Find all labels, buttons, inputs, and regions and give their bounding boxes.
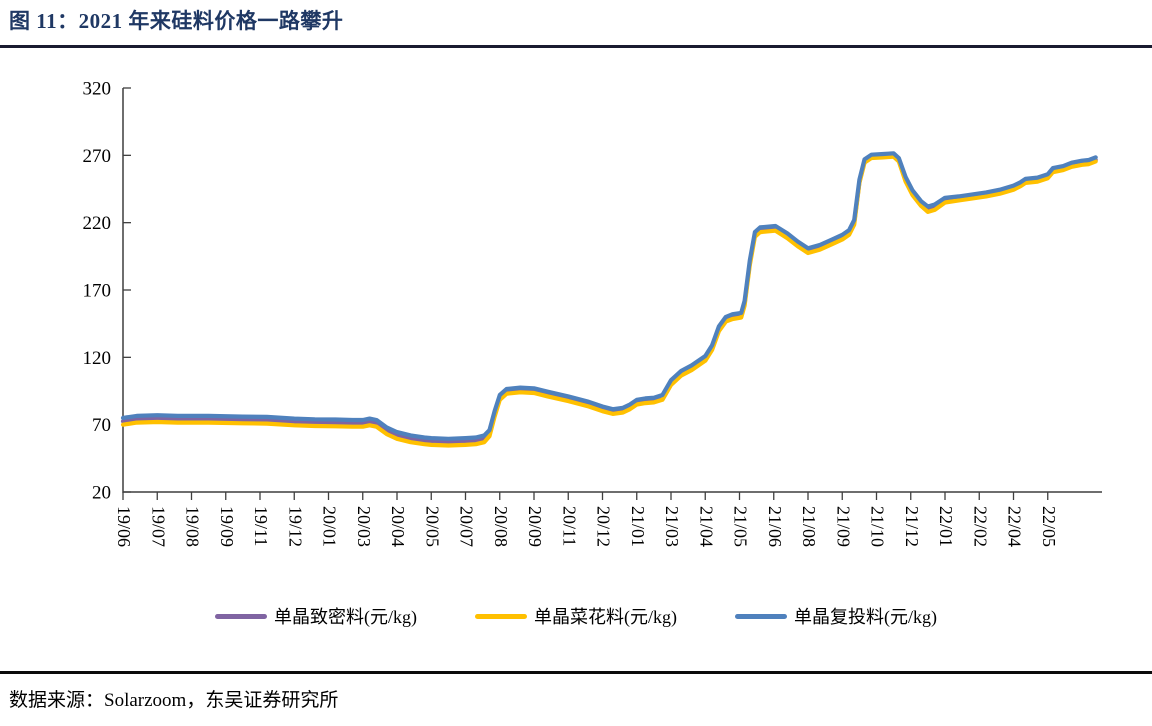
y-tick-label: 270 [83,146,112,167]
y-tick-label: 220 [83,213,112,234]
x-tick-label: 21/09 [833,506,853,547]
x-tick-label: 20/05 [422,506,442,547]
legend-swatch-chunk [735,613,787,619]
x-tick-label: 21/01 [628,506,648,547]
x-tick-label: 19/09 [217,506,237,547]
series-line-2 [120,151,1098,441]
data-source: 数据来源：Solarzoom，东吴证券研究所 [9,690,339,711]
x-tick-label: 19/08 [183,506,203,547]
x-tick-label: 20/07 [457,506,477,547]
figure-title: 图 11：2021 年来硅料价格一路攀升 [9,9,344,33]
axis-lines [122,88,1102,493]
x-tick-label: 20/08 [491,506,511,547]
x-tick-label: 22/05 [1039,506,1059,547]
x-tick-label: 21/08 [799,506,819,547]
footer-rule [0,671,1152,674]
y-tick-label: 120 [83,348,112,369]
x-tick-label: 22/04 [1005,506,1025,547]
price-line-chart: 20 70 120 170 220 270 320 19/06 19/07 19/08 19/09 1… [83,79,1102,547]
title-rule [0,45,1152,48]
y-tick-label: 320 [83,79,112,100]
legend-swatch-dense [215,613,267,619]
y-tick-label: 170 [83,281,112,302]
legend-label-chunk: 单晶复投料(元/kg) [794,607,937,627]
x-tick-label: 20/01 [320,506,340,547]
x-tick-label: 20/09 [525,506,545,547]
legend-label-cauliflower: 单晶菜花料(元/kg) [534,607,677,627]
legend-item-cauliflower: 单晶菜花料(元/kg) [475,603,677,629]
x-tick-label: 19/06 [114,506,134,547]
x-tick-label: 20/12 [594,506,614,547]
legend-swatch-cauliflower [475,613,527,619]
y-tick-label: 70 [92,415,111,436]
x-tick-label: 22/01 [936,506,956,547]
legend-item-dense: 单晶致密料(元/kg) [215,603,417,629]
x-tick-label: 20/04 [388,506,408,547]
x-tick-label: 19/11 [251,506,271,546]
x-tick-label: 21/03 [662,506,682,547]
x-tick-label: 21/05 [731,506,751,547]
y-tick-label: 20 [92,483,111,504]
x-tick-label: 21/04 [696,506,716,547]
x-tick-label: 19/12 [285,506,305,547]
x-tick-label: 19/07 [148,506,168,547]
chart-legend: 单晶致密料(元/kg) 单晶菜花料(元/kg) 单晶复投料(元/kg) [0,603,1152,629]
series-line-1 [120,154,1098,448]
x-tick-label: 21/12 [902,506,922,547]
legend-item-chunk: 单晶复投料(元/kg) [735,603,937,629]
x-tick-label: 21/06 [765,506,785,547]
x-tick-label: 21/10 [868,506,888,547]
legend-label-dense: 单晶致密料(元/kg) [274,607,417,627]
x-tick-label: 20/11 [559,506,579,546]
x-tick-label: 22/02 [970,506,990,547]
x-tick-label: 20/03 [354,506,374,547]
